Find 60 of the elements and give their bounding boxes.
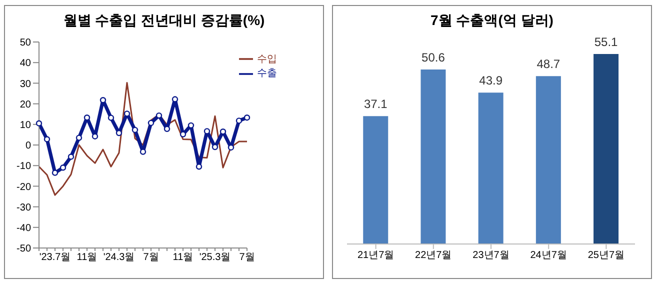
data-label: 43.9	[479, 74, 503, 88]
point	[52, 170, 58, 176]
bar	[478, 92, 504, 244]
point	[140, 148, 146, 155]
point	[156, 112, 162, 119]
point	[180, 131, 186, 138]
point	[172, 96, 178, 102]
y-tick-label: -50	[16, 244, 32, 255]
data-label: 48.7	[536, 57, 560, 72]
x-tick-label: 23년7월	[472, 250, 510, 262]
point	[244, 114, 250, 121]
chart-title: 월별 수출입 전년대비 증감률(%)	[62, 12, 266, 30]
point	[44, 136, 50, 142]
x-tick-label: 11월	[172, 252, 194, 264]
y-tick-label: 30	[20, 78, 32, 90]
point	[92, 133, 98, 140]
x-tick-label: 22년7월	[415, 250, 452, 262]
y-tick-label: 40	[20, 58, 32, 70]
point	[76, 134, 82, 141]
data-label: 55.1	[594, 35, 618, 49]
y-tick-label: 20	[20, 99, 32, 110]
legend-label: 수출	[257, 68, 277, 80]
point	[36, 120, 42, 126]
point	[108, 114, 114, 121]
point	[204, 128, 210, 134]
y-tick-label: -30	[16, 202, 32, 214]
bar	[594, 54, 619, 244]
point	[100, 96, 106, 104]
x-tick-label: 11월	[76, 252, 98, 264]
bar	[420, 70, 446, 244]
x-tick-label: '24.3월	[103, 252, 135, 264]
point	[196, 164, 202, 170]
y-tick-label: -20	[16, 182, 32, 193]
line-series	[38, 82, 248, 196]
x-tick-label: 21년7월	[357, 250, 394, 262]
x-tick-label: 25년7월	[588, 250, 625, 262]
y-tick-label: 50	[20, 38, 32, 49]
legend-label: 수입	[257, 54, 277, 65]
point	[132, 126, 138, 134]
point	[164, 126, 170, 132]
y-tick-label: -40	[16, 222, 32, 234]
point	[124, 110, 130, 117]
point	[60, 164, 66, 171]
data-label: 50.6	[422, 50, 446, 65]
x-tick-label: 7월	[143, 252, 159, 264]
point	[68, 154, 74, 160]
chart-title: 7월 수출액(억 달러)	[430, 12, 554, 30]
y-tick-label: 10	[20, 120, 32, 131]
x-tick-label: 24년7월	[530, 250, 567, 262]
bar	[536, 76, 561, 244]
data-label: 37.1	[364, 97, 388, 112]
point	[188, 122, 194, 129]
x-tick-label: '25.3월	[199, 252, 231, 264]
x-tick-label: '23.7월	[39, 252, 71, 264]
y-tick-label: -10	[16, 161, 32, 172]
bar	[363, 116, 388, 244]
point	[148, 120, 154, 126]
x-tick-label: 7월	[239, 252, 255, 264]
point	[236, 118, 242, 124]
y-tick-label: 0	[25, 140, 32, 152]
